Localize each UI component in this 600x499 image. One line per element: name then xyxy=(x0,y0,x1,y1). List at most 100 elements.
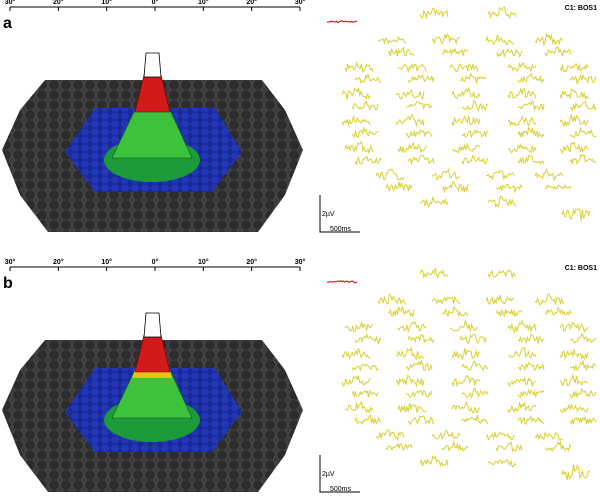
trace xyxy=(451,142,481,154)
trace xyxy=(559,63,589,73)
trace xyxy=(569,127,597,138)
trace xyxy=(397,320,427,334)
trace xyxy=(487,459,517,468)
trace xyxy=(534,293,564,306)
trace xyxy=(559,88,589,100)
trace xyxy=(451,400,481,414)
trace xyxy=(495,441,523,453)
trace xyxy=(517,154,545,166)
trace xyxy=(569,73,597,85)
trace xyxy=(341,115,371,127)
trace xyxy=(559,402,589,413)
trace xyxy=(461,360,489,372)
trace xyxy=(561,464,591,480)
axis-tick-label: 30° xyxy=(295,258,306,266)
scale-time: 500ms xyxy=(330,226,352,233)
trace xyxy=(517,361,545,372)
trace xyxy=(534,168,564,182)
trace xyxy=(405,389,433,398)
trace xyxy=(407,74,435,84)
trace xyxy=(569,332,597,344)
trace xyxy=(395,374,425,388)
trace xyxy=(517,72,545,84)
trace xyxy=(461,154,489,166)
trace xyxy=(544,46,572,58)
trace xyxy=(507,61,537,73)
trace xyxy=(441,440,469,453)
trace xyxy=(351,389,379,398)
trace xyxy=(451,374,481,388)
trace xyxy=(569,416,597,426)
axis-tick-label: 20° xyxy=(246,258,257,266)
trace xyxy=(395,88,425,101)
trace xyxy=(387,45,415,57)
trace xyxy=(395,114,425,128)
trace xyxy=(569,387,597,399)
trace xyxy=(451,114,481,126)
trace xyxy=(407,333,435,344)
trace xyxy=(397,62,427,74)
trace xyxy=(375,168,405,181)
trace xyxy=(327,20,358,24)
trace xyxy=(559,141,589,155)
panel: 30° 20° 10° 0° 10° 20° 30° a 2µV 500ms C1: BOS1 xyxy=(2,0,597,233)
trace xyxy=(569,153,597,166)
trace xyxy=(495,48,523,59)
scale-amplitude: 2µV xyxy=(322,471,335,478)
panel-label: b xyxy=(3,275,13,292)
trace xyxy=(487,6,517,20)
trace xyxy=(487,269,517,279)
trace xyxy=(544,440,572,453)
axis-tick-label: 10° xyxy=(198,258,209,266)
trace xyxy=(407,415,435,426)
trace xyxy=(461,388,489,399)
trace xyxy=(431,295,461,305)
trace xyxy=(461,99,489,113)
scale-amplitude: 2µV xyxy=(322,211,335,218)
trace xyxy=(507,115,537,127)
trace xyxy=(517,388,545,399)
trace xyxy=(385,181,413,192)
peak-white xyxy=(143,312,162,338)
trace xyxy=(507,402,537,414)
trace xyxy=(485,170,515,181)
trace xyxy=(451,348,481,361)
trace xyxy=(431,33,461,46)
axis-tick-label: 10° xyxy=(101,258,112,266)
trace xyxy=(534,32,564,47)
trace xyxy=(354,155,382,166)
trace xyxy=(459,333,487,345)
peak-white xyxy=(143,52,162,78)
trace xyxy=(375,429,405,442)
trace xyxy=(559,113,589,128)
trace xyxy=(559,348,589,361)
axis-tick-label: 20° xyxy=(53,0,64,6)
trace xyxy=(485,294,515,305)
trace xyxy=(419,454,449,467)
trace xyxy=(507,319,537,334)
axis-tick-label: 10° xyxy=(101,0,112,6)
trace xyxy=(441,181,469,194)
trace xyxy=(377,35,407,45)
trace xyxy=(344,320,374,333)
trace xyxy=(431,429,461,440)
scale-bar xyxy=(319,455,360,493)
trace xyxy=(344,400,374,414)
trace xyxy=(419,7,449,20)
trace xyxy=(397,141,427,154)
trace xyxy=(441,305,469,317)
trace xyxy=(344,60,374,73)
trace xyxy=(405,359,433,372)
trace xyxy=(507,376,537,388)
trace xyxy=(441,47,469,56)
trace xyxy=(451,86,481,100)
trace xyxy=(407,154,435,166)
trace xyxy=(517,126,545,138)
trace xyxy=(354,333,382,345)
trace xyxy=(561,208,591,221)
trace xyxy=(569,101,597,112)
trace xyxy=(449,319,479,332)
trace xyxy=(544,184,572,190)
trace xyxy=(495,183,523,194)
trace xyxy=(559,321,589,334)
